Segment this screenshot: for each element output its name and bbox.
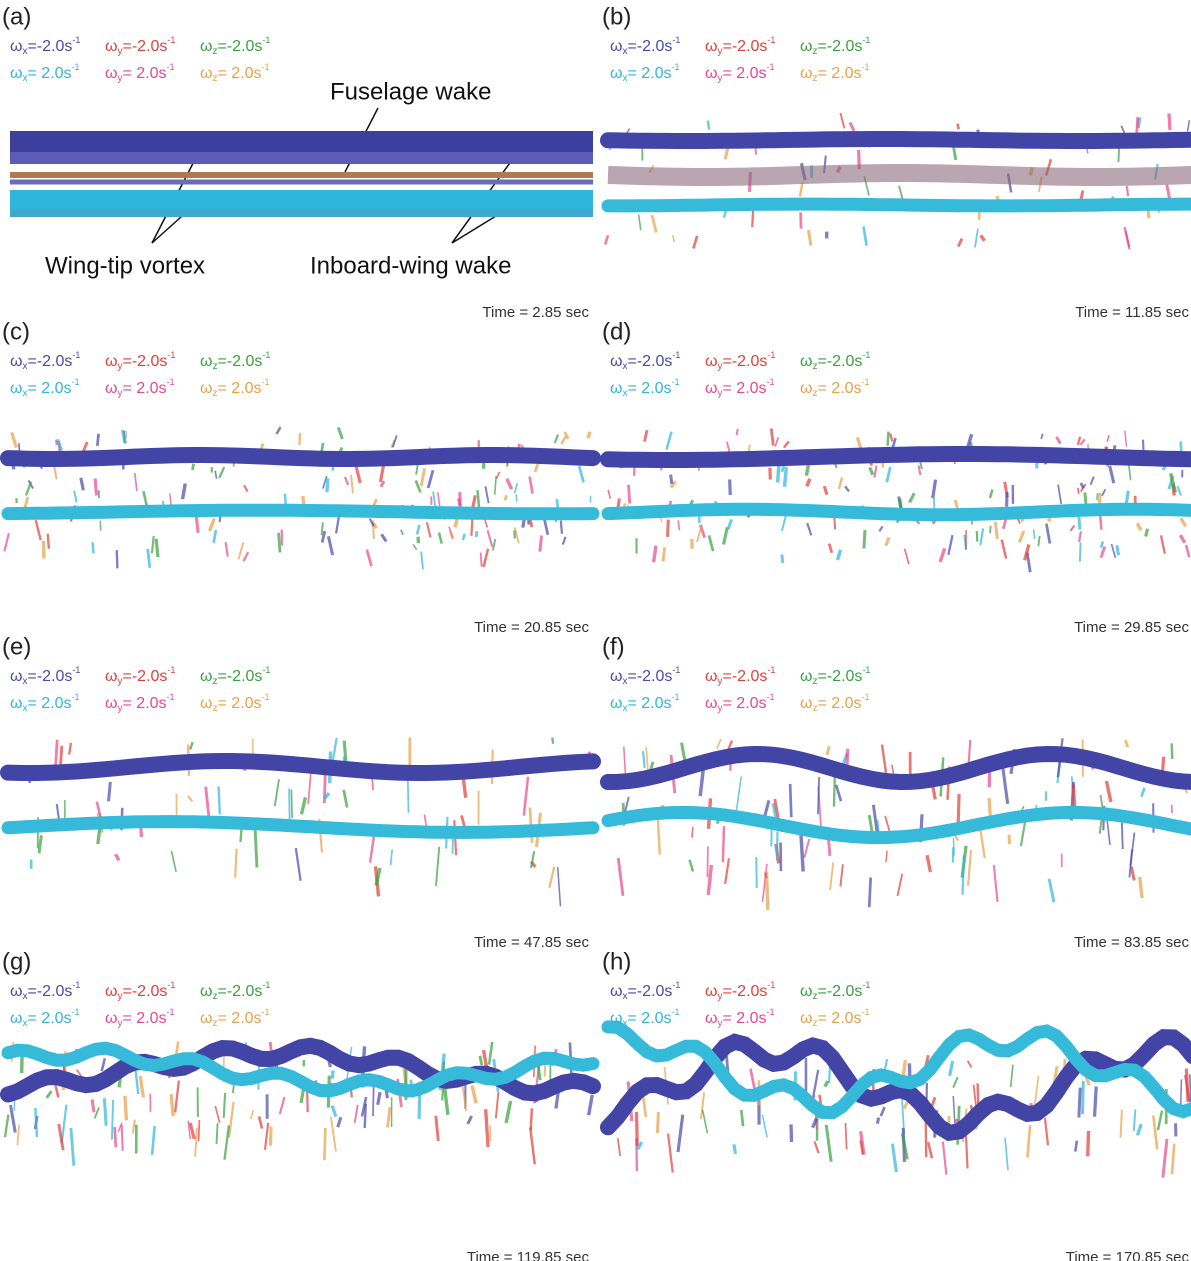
panel: (h) ωx=-2.0s-1 ωy=-2.0s-1 ωz=-2.0s-1 ωx= 2.0…: [602, 948, 1191, 1261]
legend-entry: ωy=-2.0s-1: [705, 35, 775, 56]
legend-entry: ωy=-2.0s-1: [705, 980, 775, 1001]
legend-entry: ωx=-2.0s-1: [610, 980, 680, 1001]
panel-label: (c): [2, 318, 30, 345]
legend-entry: ωy=-2.0s-1: [105, 35, 175, 56]
legend-entry: ωx=-2.0s-1: [610, 350, 680, 371]
legend-entry: ωz= 2.0s-1: [800, 377, 870, 398]
legend-entry: ωx= 2.0s-1: [10, 377, 80, 398]
time-label: Time = 170.85 sec: [1066, 1249, 1190, 1261]
panel-label: (g): [2, 948, 31, 975]
legend-entry: ωy=-2.0s-1: [105, 350, 175, 371]
legend-entry: ωy= 2.0s-1: [705, 62, 775, 83]
legend-entry: ωx= 2.0s-1: [10, 692, 80, 713]
legend-entry: ωx=-2.0s-1: [10, 35, 80, 56]
flow-image: [8, 738, 593, 907]
flow-image: [608, 428, 1191, 572]
legend-entry: ωy= 2.0s-1: [705, 377, 775, 398]
legend-entry: ωy=-2.0s-1: [105, 980, 175, 1001]
legend-entry: ωx= 2.0s-1: [610, 62, 680, 83]
time-label: Time = 119.85 sec: [467, 1249, 590, 1261]
flow-image: [10, 142, 593, 213]
time-label: Time = 11.85 sec: [1075, 304, 1189, 321]
legend-entry: ωy= 2.0s-1: [105, 377, 175, 398]
legend-entry: ωz=-2.0s-1: [200, 665, 270, 686]
figure: (a) ωx=-2.0s-1 ωy=-2.0s-1 ωz=-2.0s-1 ωx= 2.0…: [0, 0, 1191, 1261]
legend-entry: ωy= 2.0s-1: [105, 62, 175, 83]
panel: (e) ωx=-2.0s-1 ωy=-2.0s-1 ωz=-2.0s-1 ωx= 2.0…: [2, 633, 593, 951]
legend-entry: ωy=-2.0s-1: [705, 350, 775, 371]
legend-entry: ωz= 2.0s-1: [800, 1007, 870, 1028]
panel: (d) ωx=-2.0s-1 ωy=-2.0s-1 ωz=-2.0s-1 ωx= 2.0…: [602, 318, 1191, 636]
annotation: Wing-tip vortex: [45, 252, 205, 279]
flow-image: [5, 1042, 593, 1166]
legend-entry: ωz= 2.0s-1: [200, 62, 270, 83]
panel-label: (b): [602, 3, 631, 30]
flow-image: [608, 1027, 1191, 1178]
annotation: Inboard-wing wake: [310, 252, 511, 279]
legend-entry: ωx= 2.0s-1: [610, 377, 680, 398]
legend-entry: ωy= 2.0s-1: [105, 692, 175, 713]
legend-entry: ωx= 2.0s-1: [610, 1007, 680, 1028]
legend-entry: ωx=-2.0s-1: [610, 35, 680, 56]
legend-entry: ωy=-2.0s-1: [105, 665, 175, 686]
legend-entry: ωz=-2.0s-1: [200, 350, 270, 371]
time-label: Time = 20.85 sec: [474, 619, 589, 636]
legend-entry: ωz=-2.0s-1: [800, 35, 870, 56]
legend-entry: ωz= 2.0s-1: [800, 692, 870, 713]
legend-entry: ωx= 2.0s-1: [10, 62, 80, 83]
annotation: Fuselage wake: [330, 78, 491, 105]
legend-entry: ωx=-2.0s-1: [10, 665, 80, 686]
legend-entry: ωz= 2.0s-1: [200, 692, 270, 713]
legend-entry: ωx=-2.0s-1: [610, 665, 680, 686]
panel: (f) ωx=-2.0s-1 ωy=-2.0s-1 ωz=-2.0s-1 ωx= 2.0…: [602, 633, 1191, 951]
panel: (g) ωx=-2.0s-1 ωy=-2.0s-1 ωz=-2.0s-1 ωx= 2.0…: [2, 948, 593, 1261]
legend-entry: ωy= 2.0s-1: [705, 692, 775, 713]
legend-entry: ωz= 2.0s-1: [200, 1007, 270, 1028]
panel-label: (h): [602, 948, 631, 975]
legend-entry: ωz=-2.0s-1: [200, 35, 270, 56]
legend-entry: ωx=-2.0s-1: [10, 980, 80, 1001]
legend-entry: ωx=-2.0s-1: [10, 350, 80, 371]
time-label: Time = 47.85 sec: [474, 934, 589, 951]
flow-image: [608, 738, 1191, 910]
panel-label: (d): [602, 318, 631, 345]
time-label: Time = 29.85 sec: [1074, 619, 1189, 636]
flow-image: [605, 113, 1191, 249]
panel-label: (e): [2, 633, 31, 660]
legend-entry: ωz= 2.0s-1: [800, 62, 870, 83]
panel-label: (f): [602, 633, 625, 660]
legend-entry: ωz=-2.0s-1: [800, 665, 870, 686]
legend-entry: ωy=-2.0s-1: [705, 665, 775, 686]
legend-entry: ωz=-2.0s-1: [800, 350, 870, 371]
legend-entry: ωz=-2.0s-1: [800, 980, 870, 1001]
legend-entry: ωy= 2.0s-1: [105, 1007, 175, 1028]
panel: (b) ωx=-2.0s-1 ωy=-2.0s-1 ωz=-2.0s-1 ωx= 2.0…: [602, 3, 1191, 321]
legend-entry: ωy= 2.0s-1: [705, 1007, 775, 1028]
legend-entry: ωx= 2.0s-1: [10, 1007, 80, 1028]
flow-image: [4, 427, 593, 569]
time-label: Time = 2.85 sec: [482, 304, 589, 321]
legend-entry: ωz= 2.0s-1: [200, 377, 270, 398]
time-label: Time = 83.85 sec: [1074, 934, 1189, 951]
legend-entry: ωz=-2.0s-1: [200, 980, 270, 1001]
legend-entry: ωx= 2.0s-1: [610, 692, 680, 713]
panel-label: (a): [2, 3, 31, 30]
panel: (c) ωx=-2.0s-1 ωy=-2.0s-1 ωz=-2.0s-1 ωx= 2.0…: [2, 318, 593, 636]
